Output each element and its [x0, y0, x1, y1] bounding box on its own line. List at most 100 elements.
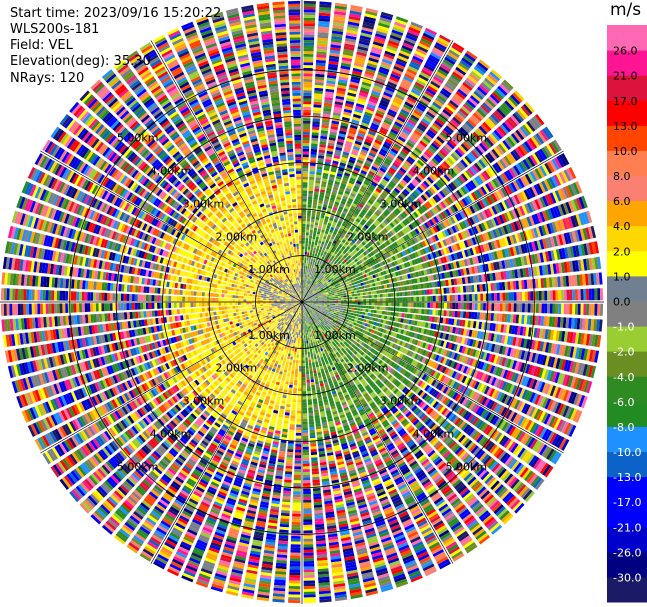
colorbar-segment: [607, 75, 647, 101]
ray: [302, 167, 577, 302]
colorbar-tick-label: 8.0: [613, 170, 631, 183]
colorbar-tick-label: 1.0: [613, 270, 631, 283]
ray: [79, 302, 302, 514]
ray: [153, 34, 302, 302]
colorbar-segment: [607, 301, 647, 327]
range-label: 4.00km: [413, 165, 455, 178]
ray: [302, 302, 503, 535]
ray: [302, 114, 545, 302]
ray: [126, 50, 302, 302]
colorbar-segment: [607, 501, 647, 528]
colorbar-tick-label: -2.0: [613, 346, 634, 359]
ray: [101, 69, 302, 302]
colorbar-tick-label: -30.0: [613, 572, 641, 585]
ray: [302, 302, 478, 554]
ray: [90, 79, 302, 302]
colorbar-tick-label: 13.0: [613, 120, 638, 133]
ray: [7, 225, 302, 302]
colorbar-tick-label: 4.0: [613, 220, 631, 233]
start-time-label: Start time: 2023/09/16 15:20:22: [10, 6, 222, 21]
colorbar-segment: [607, 125, 647, 151]
ray: [302, 302, 577, 437]
ray: [167, 27, 302, 302]
ray: [195, 16, 302, 302]
ray: [302, 288, 604, 302]
instrument-label: WLS200s-181: [10, 22, 100, 37]
colorbar-segment: [607, 250, 647, 277]
ray: [27, 167, 302, 302]
colorbar-tick-label: 2.0: [613, 245, 631, 258]
range-label: 3.00km: [183, 395, 225, 408]
azimuth-spoke: [150, 40, 303, 303]
range-label: 1.00km: [314, 263, 356, 276]
colorbar-segment: [607, 175, 647, 202]
colorbar-segment: [607, 376, 647, 402]
ray: [302, 302, 465, 562]
range-label: 5.00km: [446, 460, 488, 473]
azimuth-spoke: [150, 301, 303, 564]
range-label: 2.00km: [347, 230, 389, 243]
ray: [302, 272, 603, 302]
ray: [302, 34, 451, 302]
colorbar-title: m/s: [610, 0, 642, 20]
colorbar-tick-label: 17.0: [613, 95, 638, 108]
ray: [2, 302, 302, 348]
ray: [90, 302, 302, 525]
ray: [302, 302, 490, 545]
ray: [302, 210, 593, 302]
colorbar-segment: [607, 25, 647, 51]
ray: [42, 139, 302, 302]
ray: [153, 302, 302, 570]
range-label: 2.00km: [216, 362, 258, 375]
ray: [11, 210, 302, 302]
ray: [59, 302, 302, 490]
ray: [302, 0, 316, 302]
azimuth-spoke: [301, 150, 564, 303]
ray: [114, 59, 302, 302]
colorbar-segment: [607, 100, 647, 126]
ray: [302, 302, 535, 503]
ray: [139, 42, 302, 302]
ray: [0, 288, 302, 302]
colorbar-tick-label: 6.0: [613, 195, 631, 208]
ray: [302, 2, 348, 302]
ray: [16, 302, 302, 409]
colorbar-tick-label: 21.0: [613, 70, 638, 83]
range-label: 4.00km: [150, 165, 192, 178]
ray: [21, 181, 302, 302]
ray: [302, 101, 535, 302]
ray: [302, 302, 525, 514]
ray: [302, 302, 423, 583]
field-label: Field: VEL: [10, 38, 73, 53]
ray: [302, 139, 562, 302]
ray: [241, 4, 302, 302]
velocity-rays: [0, 0, 604, 604]
ray: [302, 302, 583, 423]
ray: [114, 302, 302, 545]
ray: [302, 302, 602, 348]
ray: [288, 0, 302, 302]
ray: [302, 90, 525, 302]
ray: [21, 302, 302, 423]
azimuth-spoke: [301, 40, 454, 303]
ray: [302, 241, 600, 302]
ray: [302, 1, 332, 302]
colorbar-segment: [607, 551, 647, 578]
ray: [69, 302, 302, 503]
ray: [59, 114, 302, 302]
ray: [302, 69, 503, 302]
colorbar-tick-label: 26.0: [613, 45, 638, 58]
ray: [272, 302, 302, 603]
ray: [302, 126, 554, 302]
ray: [302, 79, 514, 302]
azimuth-spoke: [40, 150, 303, 303]
ray: [302, 181, 583, 302]
ray: [210, 302, 302, 593]
nrays-label: NRays: 120: [10, 71, 85, 86]
ray: [181, 302, 302, 583]
colorbar: -30.0 -26.0 -21.0 -17.0 -13.0 -10.0 -8.0 -6.0 -4…: [607, 25, 647, 603]
range-label: 3.00km: [183, 197, 225, 210]
colorbar-tick-label: -13.0: [613, 471, 641, 484]
ray: [42, 302, 302, 465]
ray: [139, 302, 302, 562]
